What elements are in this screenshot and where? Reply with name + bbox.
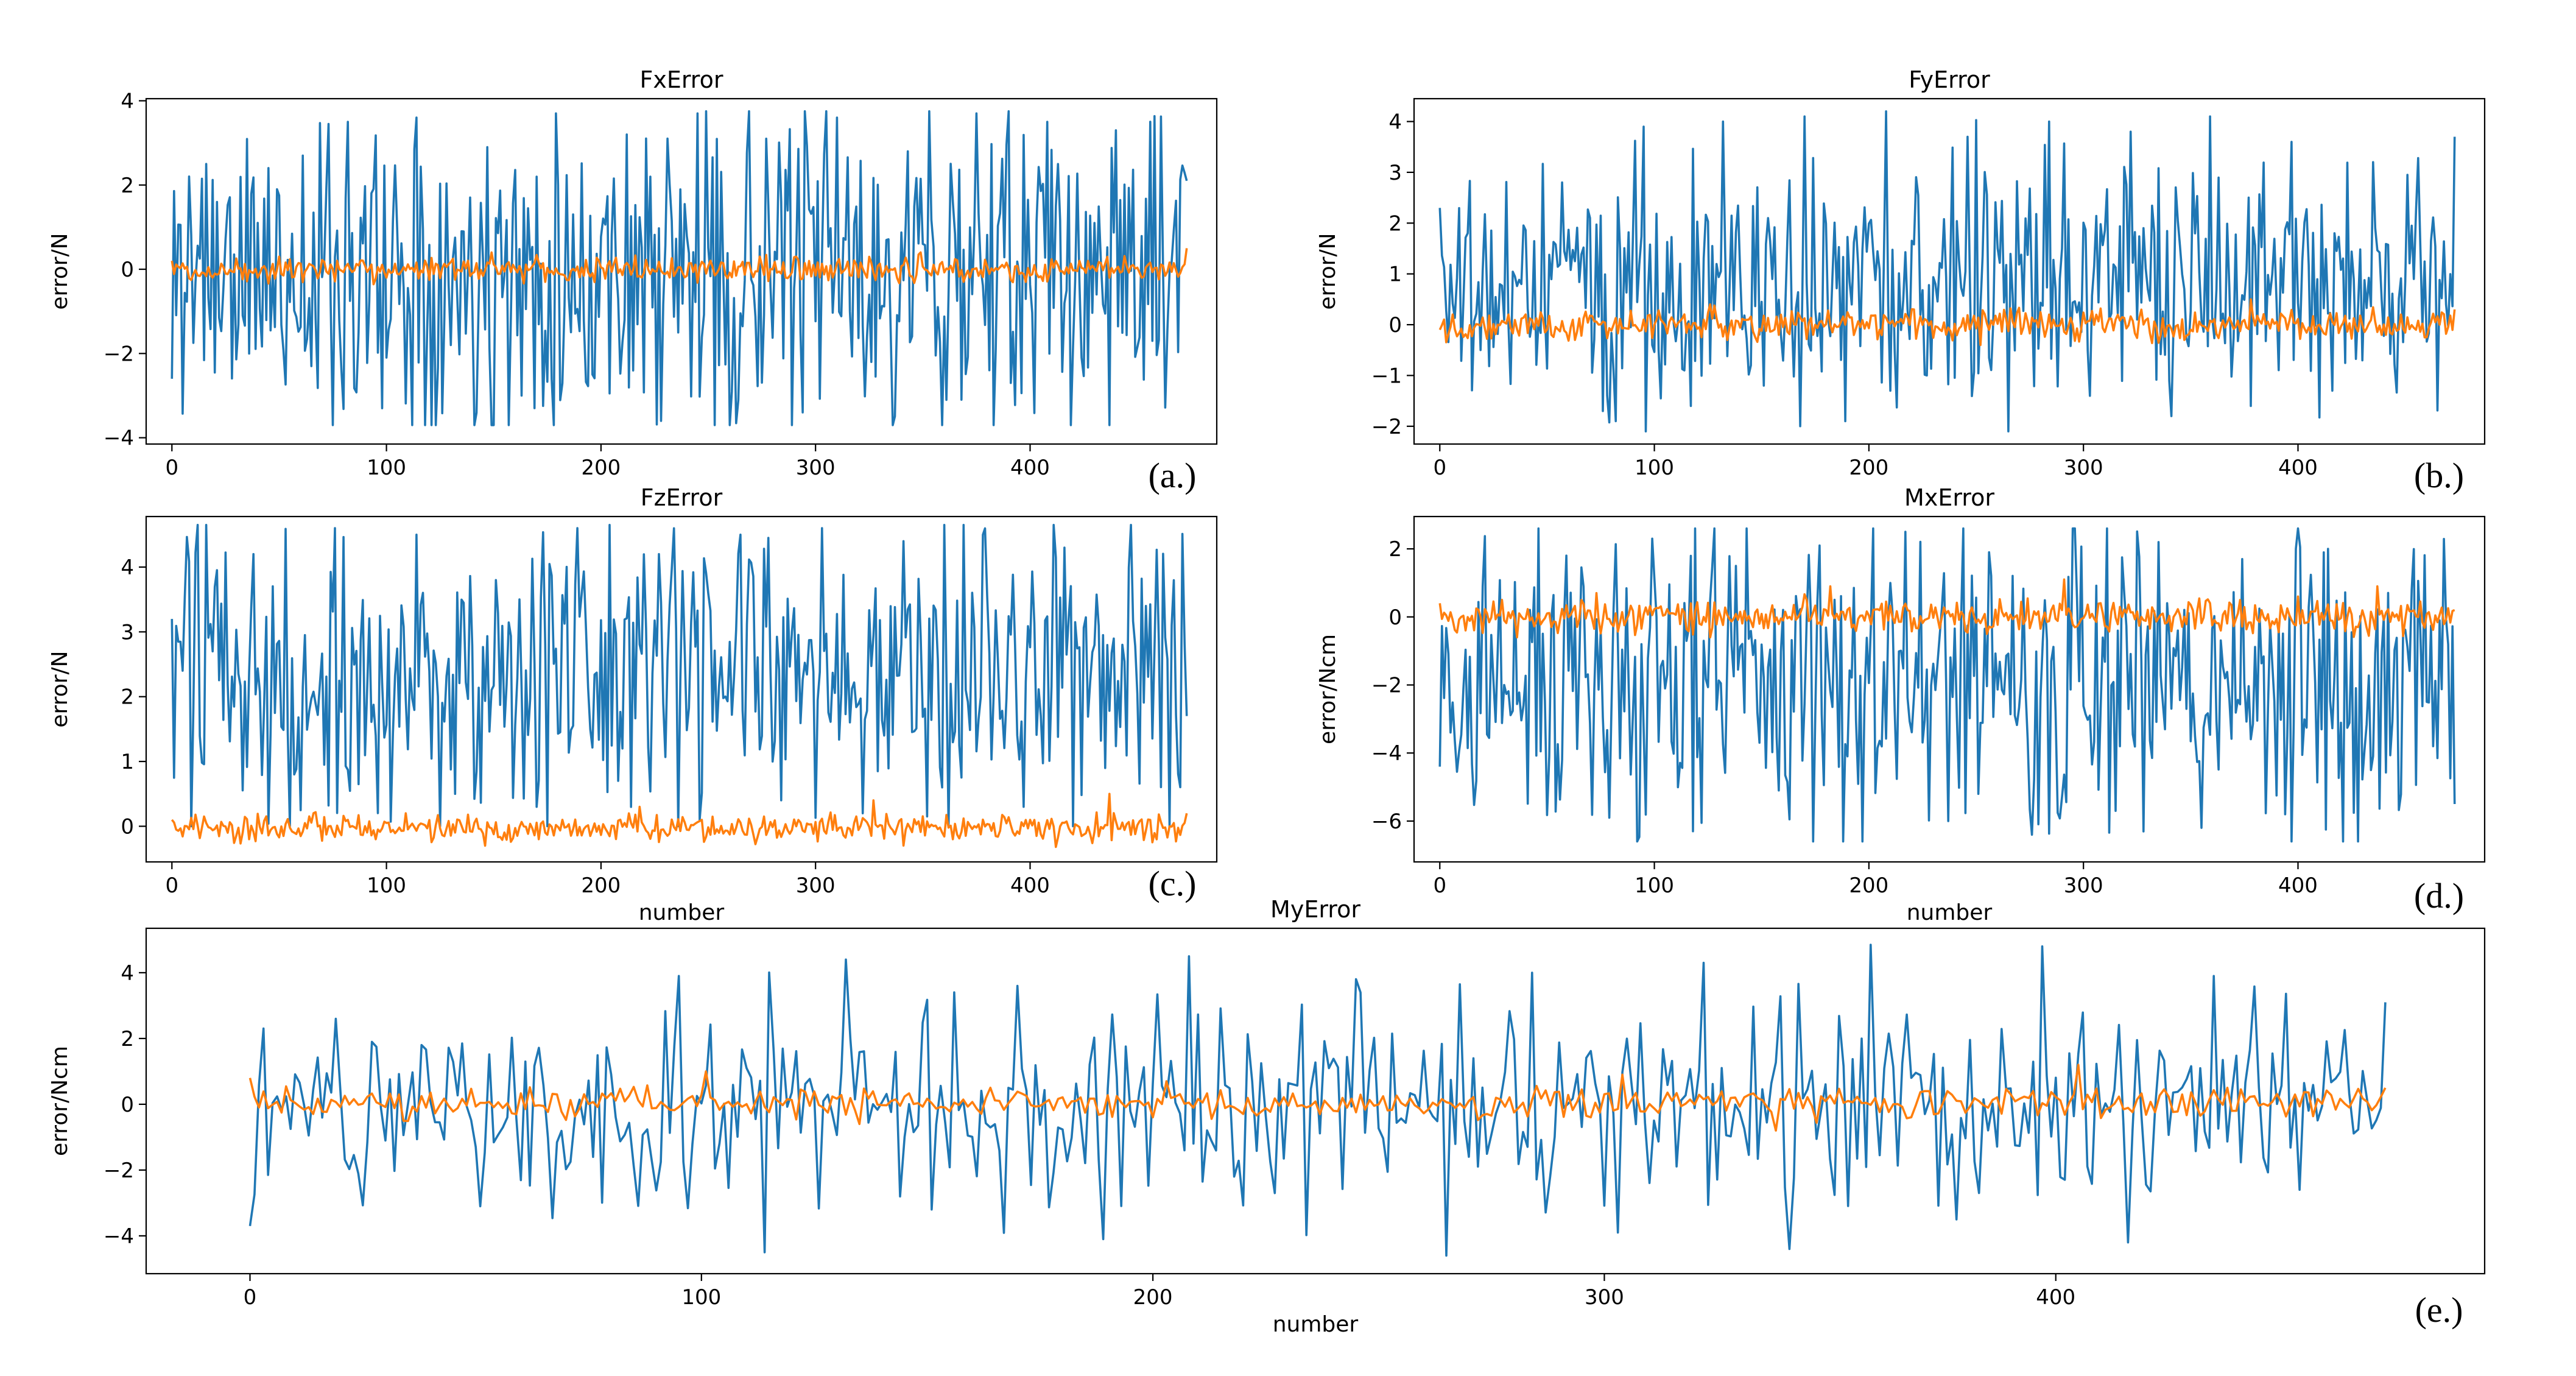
x-tick-label-c-300: 300 <box>796 873 836 898</box>
y-tick-label-a--4: −4 <box>104 426 134 451</box>
y-tick-label-b--2: −2 <box>1371 415 1402 439</box>
y-tick-label-d-2: 2 <box>1388 537 1402 562</box>
series-line-b-error_after <box>1438 298 2456 347</box>
x-tick-label-b-0: 0 <box>1433 456 1446 480</box>
y-tick-label-c-4: 4 <box>121 556 134 580</box>
y-axis-label-d: error/Ncm <box>1315 634 1340 744</box>
series-line-d-error_before <box>1438 527 2456 843</box>
chart-title-a: FxError <box>640 66 723 93</box>
panel-label-c: (c.) <box>1149 864 1197 903</box>
y-tick-label-b-1: 1 <box>1388 263 1402 287</box>
series-line-e-error_before <box>248 944 2387 1257</box>
plot-frame-d <box>1413 515 2486 863</box>
x-axis-label-e: number <box>1273 1312 1359 1337</box>
chart-a: 0 100 200 300 400 −4 −2 0 2 4 FxError error/N (a.) <box>48 66 1218 495</box>
y-tick-label-b-3: 3 <box>1388 161 1402 185</box>
x-tick-label-a-300: 300 <box>796 456 836 480</box>
x-tick-label-a-400: 400 <box>1010 456 1050 480</box>
x-tick-label-c-100: 100 <box>367 873 406 898</box>
y-axis-label-e: error/Ncm <box>48 1046 72 1156</box>
y-tick-label-e-2: 2 <box>121 1027 134 1051</box>
chart-e: 0 100 200 300 400 −4 −2 0 2 4 MyError error/Ncm numb… <box>48 896 2486 1337</box>
y-tick-label-b-4: 4 <box>1388 110 1402 135</box>
series-line-c-error_after <box>171 792 1188 849</box>
x-tick-label-a-200: 200 <box>581 456 621 480</box>
y-tick-label-c-0: 0 <box>121 814 134 839</box>
y-tick-label-c-2: 2 <box>121 685 134 710</box>
y-axis-label-b: error/N <box>1315 233 1340 309</box>
y-tick-label-d--6: −6 <box>1371 810 1402 834</box>
series-line-a-error_after <box>171 248 1188 286</box>
series-line-c-error_before <box>171 524 1188 828</box>
chart-c: 0 100 200 300 400 0 1 2 3 4 FzError error/N number (c… <box>48 484 1218 925</box>
x-tick-label-b-100: 100 <box>1635 456 1674 480</box>
chart-title-e: MyError <box>1270 896 1360 923</box>
x-axis-label-c: number <box>639 900 725 925</box>
plot-frame-a <box>145 97 1218 445</box>
x-tick-label-b-400: 400 <box>2278 456 2318 480</box>
y-tick-label-a-4: 4 <box>121 89 134 113</box>
y-tick-label-a-0: 0 <box>121 258 134 282</box>
x-tick-label-c-400: 400 <box>1010 873 1050 898</box>
y-tick-label-c-1: 1 <box>121 750 134 774</box>
x-tick-label-d-100: 100 <box>1635 873 1674 898</box>
x-tick-label-e-300: 300 <box>1585 1285 1624 1310</box>
x-tick-label-d-0: 0 <box>1433 873 1446 898</box>
y-tick-label-e-4: 4 <box>121 961 134 986</box>
y-tick-label-e--4: −4 <box>104 1224 134 1249</box>
y-axis-label-c: error/N <box>48 651 72 727</box>
y-tick-label-d-0: 0 <box>1388 605 1402 630</box>
x-tick-label-c-200: 200 <box>581 873 621 898</box>
x-tick-label-d-300: 300 <box>2064 873 2103 898</box>
y-tick-label-a-2: 2 <box>121 174 134 198</box>
panel-label-d: (d.) <box>2414 876 2464 916</box>
x-tick-label-e-0: 0 <box>244 1285 257 1310</box>
chart-title-b: FyError <box>1909 66 1990 93</box>
series-line-e-error_after <box>248 1064 2387 1132</box>
chart-title-d: MxError <box>1904 484 1994 511</box>
y-axis-label-a: error/N <box>48 233 72 309</box>
x-tick-label-b-200: 200 <box>1849 456 1888 480</box>
x-tick-label-a-100: 100 <box>367 456 406 480</box>
x-tick-label-e-200: 200 <box>1133 1285 1173 1310</box>
panel-label-b: (b.) <box>2414 456 2464 495</box>
plot-frame-e <box>145 927 2486 1275</box>
x-axis-label-d: number <box>1907 900 1993 925</box>
chart-title-c: FzError <box>641 484 723 511</box>
series-line-a-error_before <box>171 110 1188 426</box>
y-tick-label-d--2: −2 <box>1371 674 1402 698</box>
chart-b: 0 100 200 300 400 −2 −1 0 1 2 3 4 FyError error/N (b.) <box>1315 66 2486 495</box>
y-tick-label-e--2: −2 <box>104 1159 134 1183</box>
y-tick-label-b--1: −1 <box>1371 364 1402 388</box>
y-tick-label-d--4: −4 <box>1371 741 1402 766</box>
y-tick-label-e-0: 0 <box>121 1093 134 1117</box>
x-tick-label-d-400: 400 <box>2278 873 2318 898</box>
y-tick-label-a--2: −2 <box>104 342 134 366</box>
x-tick-label-d-200: 200 <box>1849 873 1888 898</box>
plot-frame-b <box>1413 97 2486 445</box>
x-tick-label-e-100: 100 <box>681 1285 721 1310</box>
series-line-d-error_after <box>1438 578 2455 639</box>
y-tick-label-b-2: 2 <box>1388 211 1402 236</box>
panel-label-a: (a.) <box>1149 456 1197 495</box>
y-tick-label-c-3: 3 <box>121 620 134 644</box>
x-tick-label-e-400: 400 <box>2036 1285 2075 1310</box>
x-tick-label-a-0: 0 <box>165 456 178 480</box>
panel-label-e: (e.) <box>2415 1290 2463 1330</box>
x-tick-label-b-300: 300 <box>2064 456 2103 480</box>
plot-frame-c <box>145 515 1218 863</box>
y-tick-label-b-0: 0 <box>1388 313 1402 337</box>
x-tick-label-c-0: 0 <box>165 873 178 898</box>
chart-d: 0 100 200 300 400 −6 −4 −2 0 2 MxError error/Ncm num… <box>1315 484 2486 925</box>
